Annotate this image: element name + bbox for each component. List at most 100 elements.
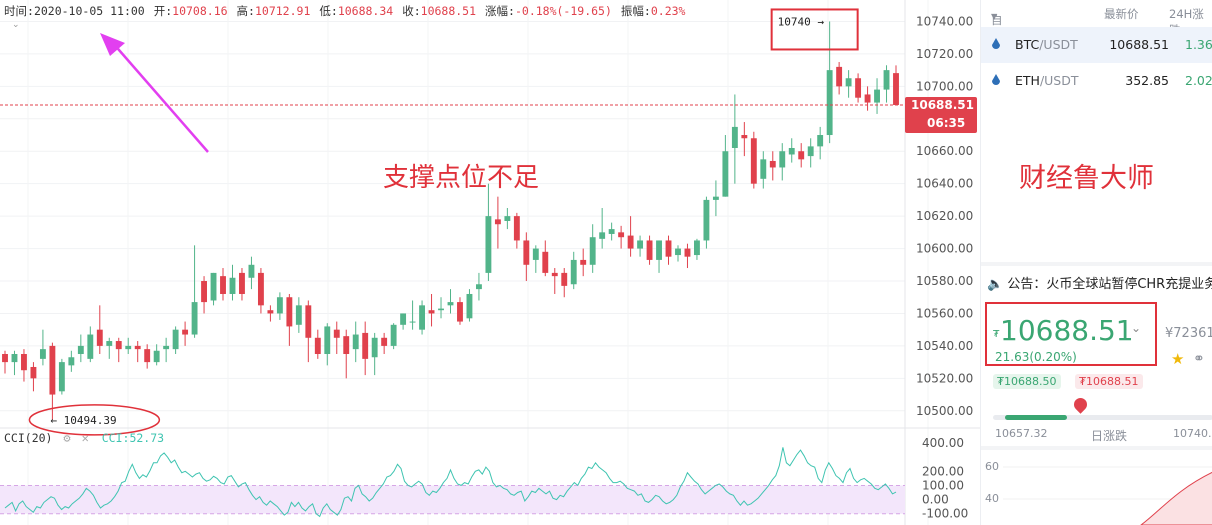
candle-body [362,332,369,359]
price-tick-label: 10720.00 [916,47,973,61]
candle [428,293,435,327]
candle [125,337,132,355]
candle-body [779,151,786,168]
candle [722,135,729,197]
candle [513,212,520,249]
candle-body [257,272,264,306]
price-tick-label: 10700.00 [916,79,973,93]
candle [257,268,264,314]
candle-body [390,324,397,346]
candle-body [248,264,255,278]
high-value: 10712.91 [254,4,311,18]
candle [523,232,530,282]
divider [981,446,1212,450]
candle [419,300,426,335]
candle [627,216,634,257]
candle-body [542,251,549,273]
candle [96,305,103,355]
candle [665,235,672,265]
candle-body [295,305,302,325]
pair-row-eth[interactable]: ETH/USDT 352.85 2.02% [981,63,1212,99]
candle-body [343,336,350,355]
candle-body [466,293,473,319]
announcement[interactable]: 🔈 公告：火币全球站暂停CHR充提业务的公告 [987,273,1212,292]
price-tick-label: 10740.00 [916,14,973,28]
candle [675,245,681,262]
candle-body [11,354,18,363]
candle [324,323,331,366]
candle [457,297,463,325]
candle [39,329,46,366]
candle [656,240,662,273]
candle [343,329,350,379]
ohlc-info-bar: 时间:2020-10-05 11:00 开:10708.16 高:10712.91 低… [4,3,685,19]
candle-body [371,337,378,358]
candlestick-chart[interactable]: 10740.0010720.0010700.0010680.0010660.00… [0,0,980,525]
candle [485,183,492,282]
time-value: 2020-10-05 11:00 [33,4,145,18]
candle [637,235,644,257]
candle [106,337,113,359]
candle-body [798,151,805,160]
candle [438,297,444,319]
candle [684,243,691,269]
drop-icon [992,74,1000,85]
candle-body [750,138,757,184]
candle [580,248,587,277]
countdown-label: 06:35 [927,116,965,130]
candle [798,143,805,168]
candle [779,143,786,181]
candle [542,240,549,277]
open-value: 10708.16 [172,4,228,18]
cny-value: ¥72361.27 [1165,326,1212,341]
candle [229,264,236,301]
market-list-header: 自选 ▼ 最新价 24H涨跌 [981,0,1212,43]
chevron-down-icon[interactable]: ⌄ [1131,321,1142,335]
candle-body [229,277,236,294]
gear-icon[interactable]: ⚙ [63,431,71,445]
candle [49,342,56,420]
annotation-arrow-shaft [111,41,209,153]
star-icon[interactable]: ★ [1171,350,1185,368]
candle [239,268,245,301]
candle [750,131,757,189]
price-tick-label: 10660.00 [916,144,973,158]
mini-depth-chart [1003,466,1212,525]
pair-row-btc[interactable]: BTC/USDT 10688.51 1.36% [981,27,1212,63]
candle [817,126,824,160]
candle-body [769,160,776,168]
pair-price: 10688.51 [1109,37,1169,52]
candle [295,297,302,333]
candle-body [381,337,388,346]
candle-body [201,281,207,303]
max-price-marker: 10740 → [778,15,825,28]
candle-body [836,66,843,87]
kline-chart-area[interactable]: 10740.0010720.0010700.0010680.0010660.00… [0,0,980,525]
candle-body [96,329,103,346]
candle [466,289,473,322]
watermark-text: 财经鲁大师 [1019,163,1154,194]
close-icon[interactable]: ✕ [81,431,89,445]
cci-tick-label: -100.00 [922,507,968,521]
candle [21,349,27,382]
candle [286,293,293,346]
current-price-tag [905,96,977,133]
candle [400,313,407,330]
candle [68,350,75,372]
share-icon[interactable]: ⚭ [1193,351,1205,367]
chevron-down-icon[interactable]: ⌄ [12,20,20,30]
candle [864,86,871,111]
candle [333,321,340,355]
candle [494,196,501,249]
mini-tick: 60 [985,460,999,473]
pair-change: 2.02% [1185,73,1212,88]
announcement-text: 公告：火币全球站暂停CHR充提业务的公告 [1007,277,1212,292]
candle [2,350,8,374]
price-tick-label: 10580.00 [916,274,973,288]
candle [409,300,416,330]
candle-body [305,305,312,338]
candle [475,272,482,301]
candle [267,305,274,322]
candle [694,238,700,260]
candle-body [77,345,84,355]
